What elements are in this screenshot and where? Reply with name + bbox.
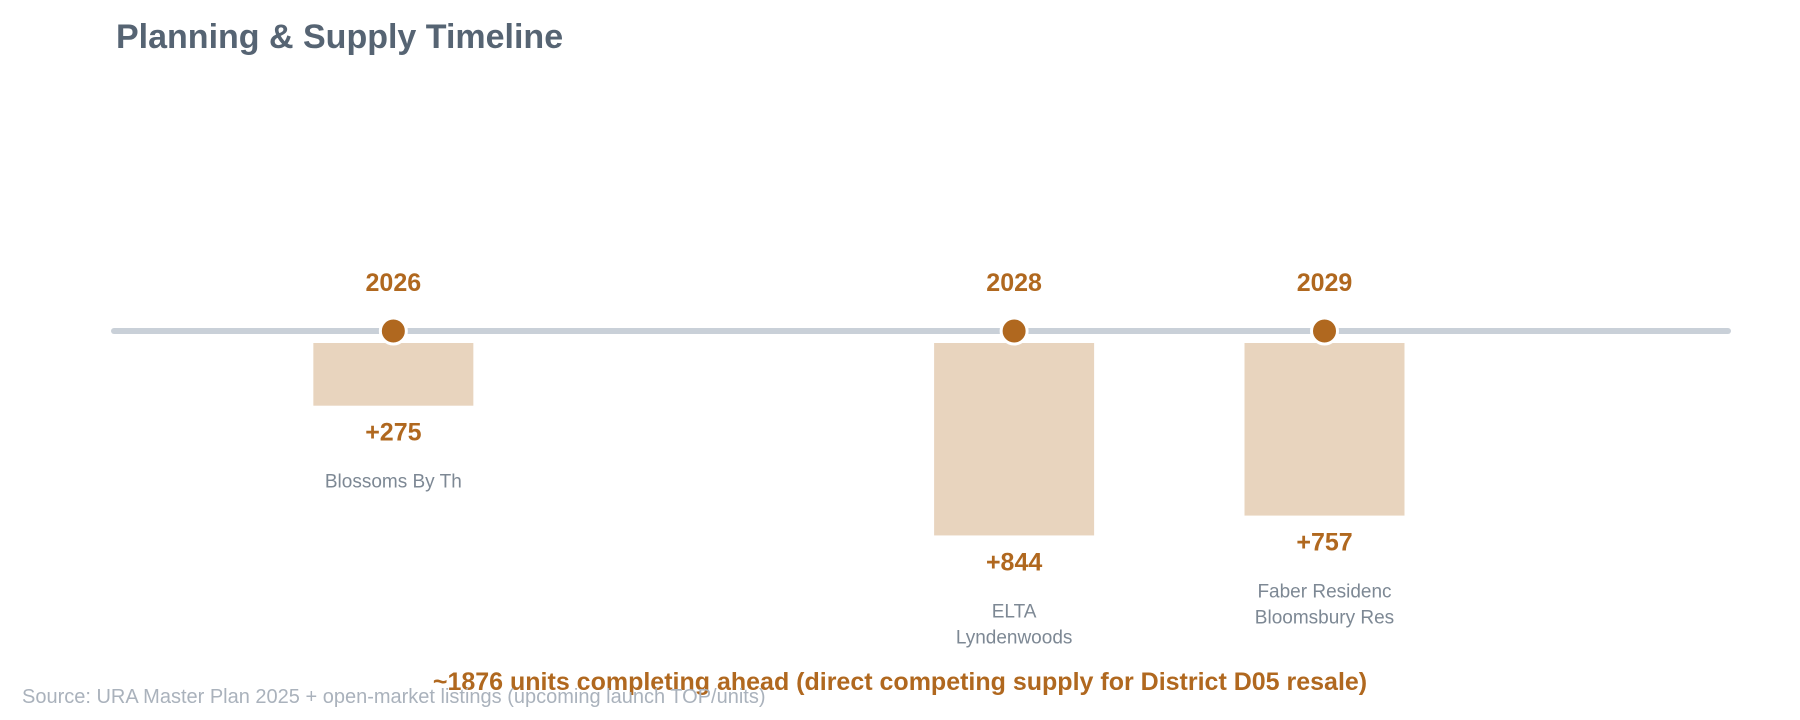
source-note: Source: URA Master Plan 2025 + open-mark…	[22, 686, 766, 708]
value-label: +844	[986, 548, 1042, 576]
year-marker	[1310, 316, 1339, 346]
project-label: Lyndenwoods	[956, 627, 1073, 648]
supply-bar	[313, 343, 474, 406]
project-label: Faber Residenc	[1257, 582, 1391, 603]
project-label: Blossoms By Th	[325, 472, 462, 493]
project-label: Bloomsbury Res	[1255, 608, 1394, 629]
value-label: +275	[365, 419, 421, 447]
project-label: ELTA	[992, 601, 1037, 622]
supply-bar	[934, 343, 1095, 536]
supply-summary: ~1876 units completing ahead (direct com…	[432, 668, 1368, 696]
year-label: 2029	[1297, 269, 1353, 297]
value-label: +757	[1296, 529, 1352, 557]
year-marker	[999, 316, 1029, 346]
year-label: 2026	[366, 269, 422, 297]
year-marker	[378, 316, 408, 346]
chart-title: Planning & Supply Timeline	[116, 18, 564, 56]
supply-bar	[1244, 343, 1405, 516]
year-label: 2028	[986, 269, 1042, 297]
